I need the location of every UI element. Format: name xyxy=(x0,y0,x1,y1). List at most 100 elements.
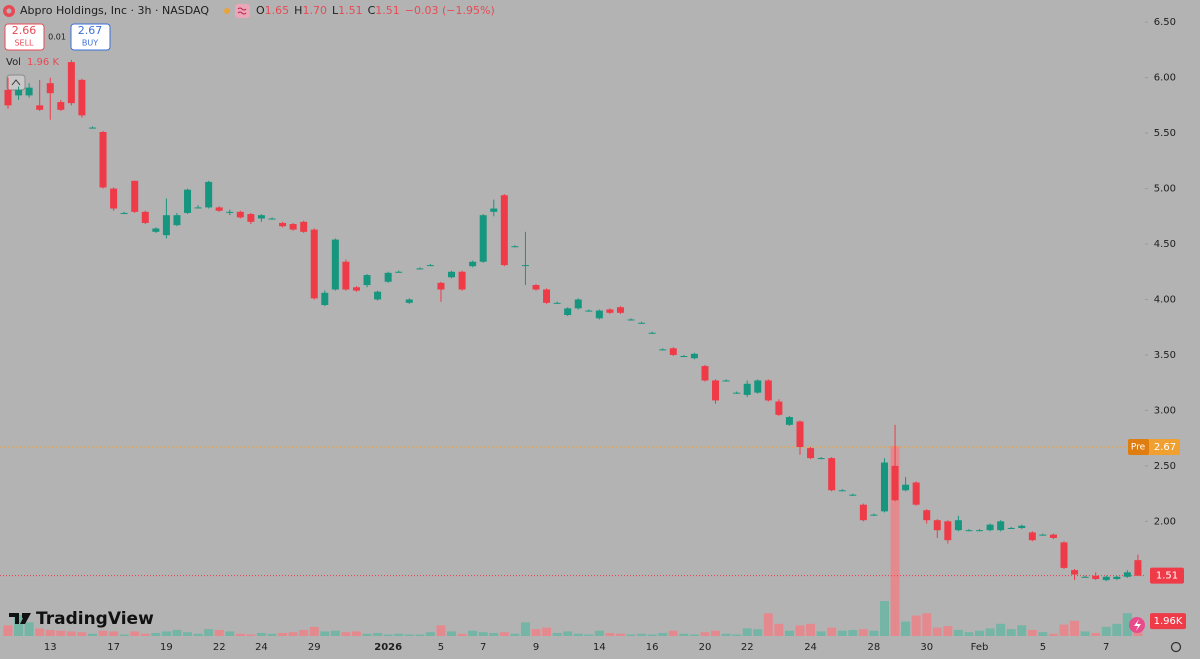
volume-bar xyxy=(573,633,583,636)
symbol-title[interactable]: Abpro Holdings, Inc · 3h · NASDAQ xyxy=(20,4,209,17)
candle-body xyxy=(384,272,392,282)
y-tick-label: 6.50 xyxy=(1154,17,1176,28)
candle-body xyxy=(469,261,477,267)
candle-body xyxy=(1081,576,1089,578)
indicator-icon[interactable] xyxy=(235,4,250,18)
pre-market-label: Pre xyxy=(1131,443,1146,453)
y-tick-label: 4.50 xyxy=(1154,239,1176,250)
volume-bar xyxy=(35,628,45,636)
volume-bar xyxy=(753,629,763,636)
volume-bar xyxy=(489,632,499,636)
candle-body xyxy=(4,89,12,106)
candle-body xyxy=(205,181,213,208)
candle-body xyxy=(1113,576,1121,579)
candle-body xyxy=(1071,570,1079,575)
buy-button[interactable] xyxy=(70,23,111,51)
volume-bar xyxy=(45,629,55,636)
volume-bar xyxy=(594,630,604,636)
candle-body xyxy=(933,520,941,531)
y-tick-label: 4.00 xyxy=(1154,294,1176,305)
volume-bar xyxy=(415,634,425,636)
buy-label: BUY xyxy=(82,39,98,48)
volume-bar xyxy=(447,631,457,636)
x-tick-label: 5 xyxy=(1040,642,1046,653)
volume-bar xyxy=(1070,620,1080,636)
candle-body xyxy=(669,348,677,355)
volume-bar xyxy=(98,630,108,636)
volume-bar xyxy=(858,629,868,636)
volume-bar xyxy=(161,631,171,636)
indicator-icon-glyph xyxy=(237,7,247,15)
volume-bar xyxy=(1101,626,1111,636)
volume-bar xyxy=(890,446,900,636)
y-tick-label: 2.50 xyxy=(1154,461,1176,472)
x-tick-label: 14 xyxy=(593,642,606,653)
x-tick-label: 29 xyxy=(308,642,321,653)
candle-body xyxy=(416,268,424,270)
volume-bar xyxy=(911,615,921,636)
volume-bar xyxy=(943,626,953,636)
candle-body xyxy=(363,275,371,286)
candle-body xyxy=(78,79,86,116)
ohlc-key: O xyxy=(256,4,265,17)
candle-body xyxy=(500,195,508,266)
volume-bar xyxy=(66,631,76,636)
settings-icon[interactable] xyxy=(1170,641,1182,653)
candle-body xyxy=(870,514,878,516)
candle-body xyxy=(405,299,413,303)
pre-market-value: 2.67 xyxy=(1154,442,1176,453)
volume-bar xyxy=(1091,632,1101,636)
candle-body xyxy=(680,356,688,358)
candle-body xyxy=(838,490,846,492)
volume-bar xyxy=(1048,633,1058,636)
candle-body xyxy=(986,524,994,531)
candle-body xyxy=(690,353,698,359)
candle-body xyxy=(543,289,551,303)
candle-body xyxy=(279,222,287,227)
candle-body xyxy=(648,332,656,334)
candle-body xyxy=(490,208,498,212)
sell-button[interactable] xyxy=(4,23,45,51)
volume-bar xyxy=(425,632,435,636)
ohlc-legend: O1.65 H1.70 L1.51 C1.51 −0.03 (−1.95%) xyxy=(256,4,495,17)
last-volume-label: 1.96K xyxy=(1154,616,1183,627)
candle-body xyxy=(426,265,434,267)
sell-price: 2.66 xyxy=(12,24,37,37)
candle-body xyxy=(374,291,382,300)
candle-body xyxy=(131,180,139,212)
x-tick-label: 22 xyxy=(741,642,754,653)
candle-body xyxy=(891,465,899,501)
volume-bar xyxy=(869,630,879,636)
x-tick-label: 17 xyxy=(107,642,120,653)
candle-body xyxy=(173,215,181,226)
candle-body xyxy=(321,292,329,306)
candle-body xyxy=(1060,542,1068,568)
ohlc-value: 1.65 xyxy=(265,4,290,17)
volume-bar xyxy=(742,628,752,636)
volume-bar xyxy=(964,632,974,636)
volume-bar xyxy=(214,629,224,636)
volume-bar xyxy=(774,623,784,636)
candle-body xyxy=(944,521,952,541)
candle-body xyxy=(595,310,603,319)
volume-bar xyxy=(87,633,97,636)
candle-body xyxy=(342,261,350,290)
candle-body xyxy=(1028,532,1036,541)
candle-body xyxy=(912,482,920,505)
volume-bar xyxy=(584,634,594,636)
session-icon xyxy=(224,8,230,14)
volume-bar xyxy=(953,629,963,636)
volume-bar xyxy=(510,633,520,636)
plot-area: 2.00 2.50 3.00 3.50 4.00 4.50 5.00 5.50 6.00 6.50… xyxy=(0,17,1186,653)
candle-body xyxy=(722,380,730,382)
candle-body xyxy=(954,520,962,531)
symbol-icon-hole xyxy=(6,8,12,14)
ohlc-value: 1.51 xyxy=(375,4,400,17)
collapse-button[interactable] xyxy=(6,74,26,91)
candle-body xyxy=(110,188,118,209)
volume-bar xyxy=(763,613,773,636)
candle-body xyxy=(448,271,456,278)
candle-body xyxy=(141,211,149,223)
volume-bar xyxy=(1006,629,1016,636)
